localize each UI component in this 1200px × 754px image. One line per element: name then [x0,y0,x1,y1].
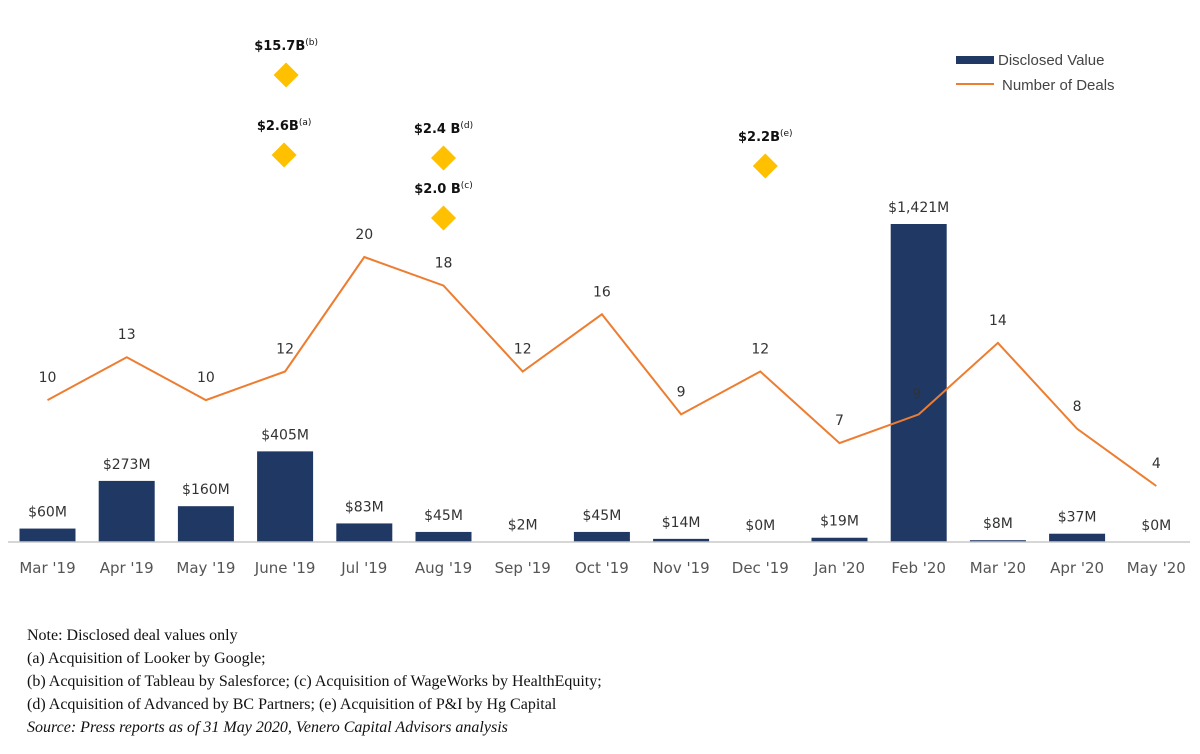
deals-value-label: 13 [118,327,136,343]
bar-value-label: $0M [745,518,775,534]
legend: Disclosed Value Number of Deals [956,52,1115,94]
deals-value-label: 8 [1073,399,1082,415]
bar [1049,533,1106,542]
x-tick-labels: Mar '19 Apr '19 May '19 June '19 Jul '19 Aug … [19,559,1185,577]
bar [890,224,947,542]
deals-value-label: 10 [39,370,57,386]
bar-value-label: $45M [582,508,621,524]
deals-value-label: 16 [593,284,611,300]
bar [573,531,630,542]
deals-value-label: 4 [1152,456,1161,472]
bar-value-label: $8M [983,516,1013,532]
bar [257,451,314,542]
outlier-diamond [271,142,297,168]
outlier-layer: $15.7B(b) $2.6B(a) $2.4 B(d) $2.0 B(c) $2.2B… [254,38,793,231]
x-tick-label: Mar '19 [19,559,75,577]
legend-label-number-of-deals: Number of Deals [1002,77,1115,94]
deals-value-label: 7 [835,413,844,429]
outlier-label: $2.6B(a) [257,118,312,134]
line-layer: 10 13 10 12 20 18 12 16 9 12 7 9 14 8 4 [39,227,1161,487]
bar-value-label: $0M [1141,518,1171,534]
outlier-diamond [431,145,456,171]
outlier-label: $2.4 B(d) [414,121,473,137]
legend-swatch-disclosed-value [956,56,994,64]
x-tick-label: May '19 [176,559,235,577]
bar-value-label: $60M [28,505,67,521]
bar [969,540,1026,542]
outlier-label: $2.2B(e) [738,129,793,145]
deals-value-label: 9 [677,384,686,400]
bar-value-label: $273M [103,457,151,473]
bar-value-label: $14M [662,515,701,531]
outlier-label: $15.7B(b) [254,38,318,54]
x-tick-label: Jul '19 [340,559,387,577]
bar-value-label: $160M [182,482,230,498]
x-tick-label: Nov '19 [652,559,709,577]
outlier-diamond [431,205,456,231]
bar-value-label: $405M [261,427,309,443]
deals-value-label: 12 [751,342,769,358]
deals-line [47,255,1157,487]
outlier-diamond [273,62,299,88]
x-tick-label: May '20 [1127,559,1186,577]
deals-value-label: 20 [355,227,373,243]
source-line: Source: Press reports as of 31 May 2020,… [27,719,508,736]
deals-value-label: 12 [276,342,294,358]
x-tick-label: Sep '19 [495,559,551,577]
deals-value-label: 14 [989,313,1007,329]
bar-value-label: $1,421M [888,200,949,216]
x-tick-label: Apr '19 [100,559,154,577]
deals-chart: $60M $273M $160M $405M $83M $45M $2M $45M $14M $0… [8,38,1190,577]
legend-label-disclosed-value: Disclosed Value [998,52,1104,69]
outlier-diamond [752,153,778,179]
x-tick-label: Mar '20 [970,559,1026,577]
bar [98,480,155,542]
deals-value-label: 18 [435,256,453,272]
bar-value-label: $19M [820,514,859,530]
bar-value-label: $37M [1058,510,1097,526]
bar [19,528,76,542]
bar [415,531,472,542]
bar [336,523,393,542]
x-tick-label: Feb '20 [891,559,946,577]
x-tick-label: Apr '20 [1050,559,1104,577]
deals-value-label: 12 [514,342,532,358]
bars-layer: $60M $273M $160M $405M $83M $45M $2M $45M $14M $0… [19,200,1171,542]
note-line: (a) Acquisition of Looker by Google; [27,650,266,667]
note-line: Note: Disclosed deal values only [27,627,238,644]
bar [653,538,710,542]
deals-value-label: 10 [197,370,215,386]
outlier-label: $2.0 B(c) [414,181,473,197]
x-tick-label: Jan '20 [813,559,865,577]
bar [177,506,234,542]
note-line: (b) Acquisition of Tableau by Salesforce… [27,673,602,690]
x-tick-label: Oct '19 [575,559,629,577]
bar-value-label: $83M [345,499,384,515]
deals-value-label: 9 [912,386,921,402]
x-tick-label: Dec '19 [732,559,789,577]
bar-value-label: $45M [424,508,463,524]
bar-value-label: $2M [508,518,538,534]
footnotes: Note: Disclosed deal values only (a) Acq… [27,624,1187,739]
bar [811,537,868,542]
x-tick-label: June '19 [254,559,316,577]
x-tick-label: Aug '19 [415,559,472,577]
note-line: (d) Acquisition of Advanced by BC Partne… [27,696,557,713]
